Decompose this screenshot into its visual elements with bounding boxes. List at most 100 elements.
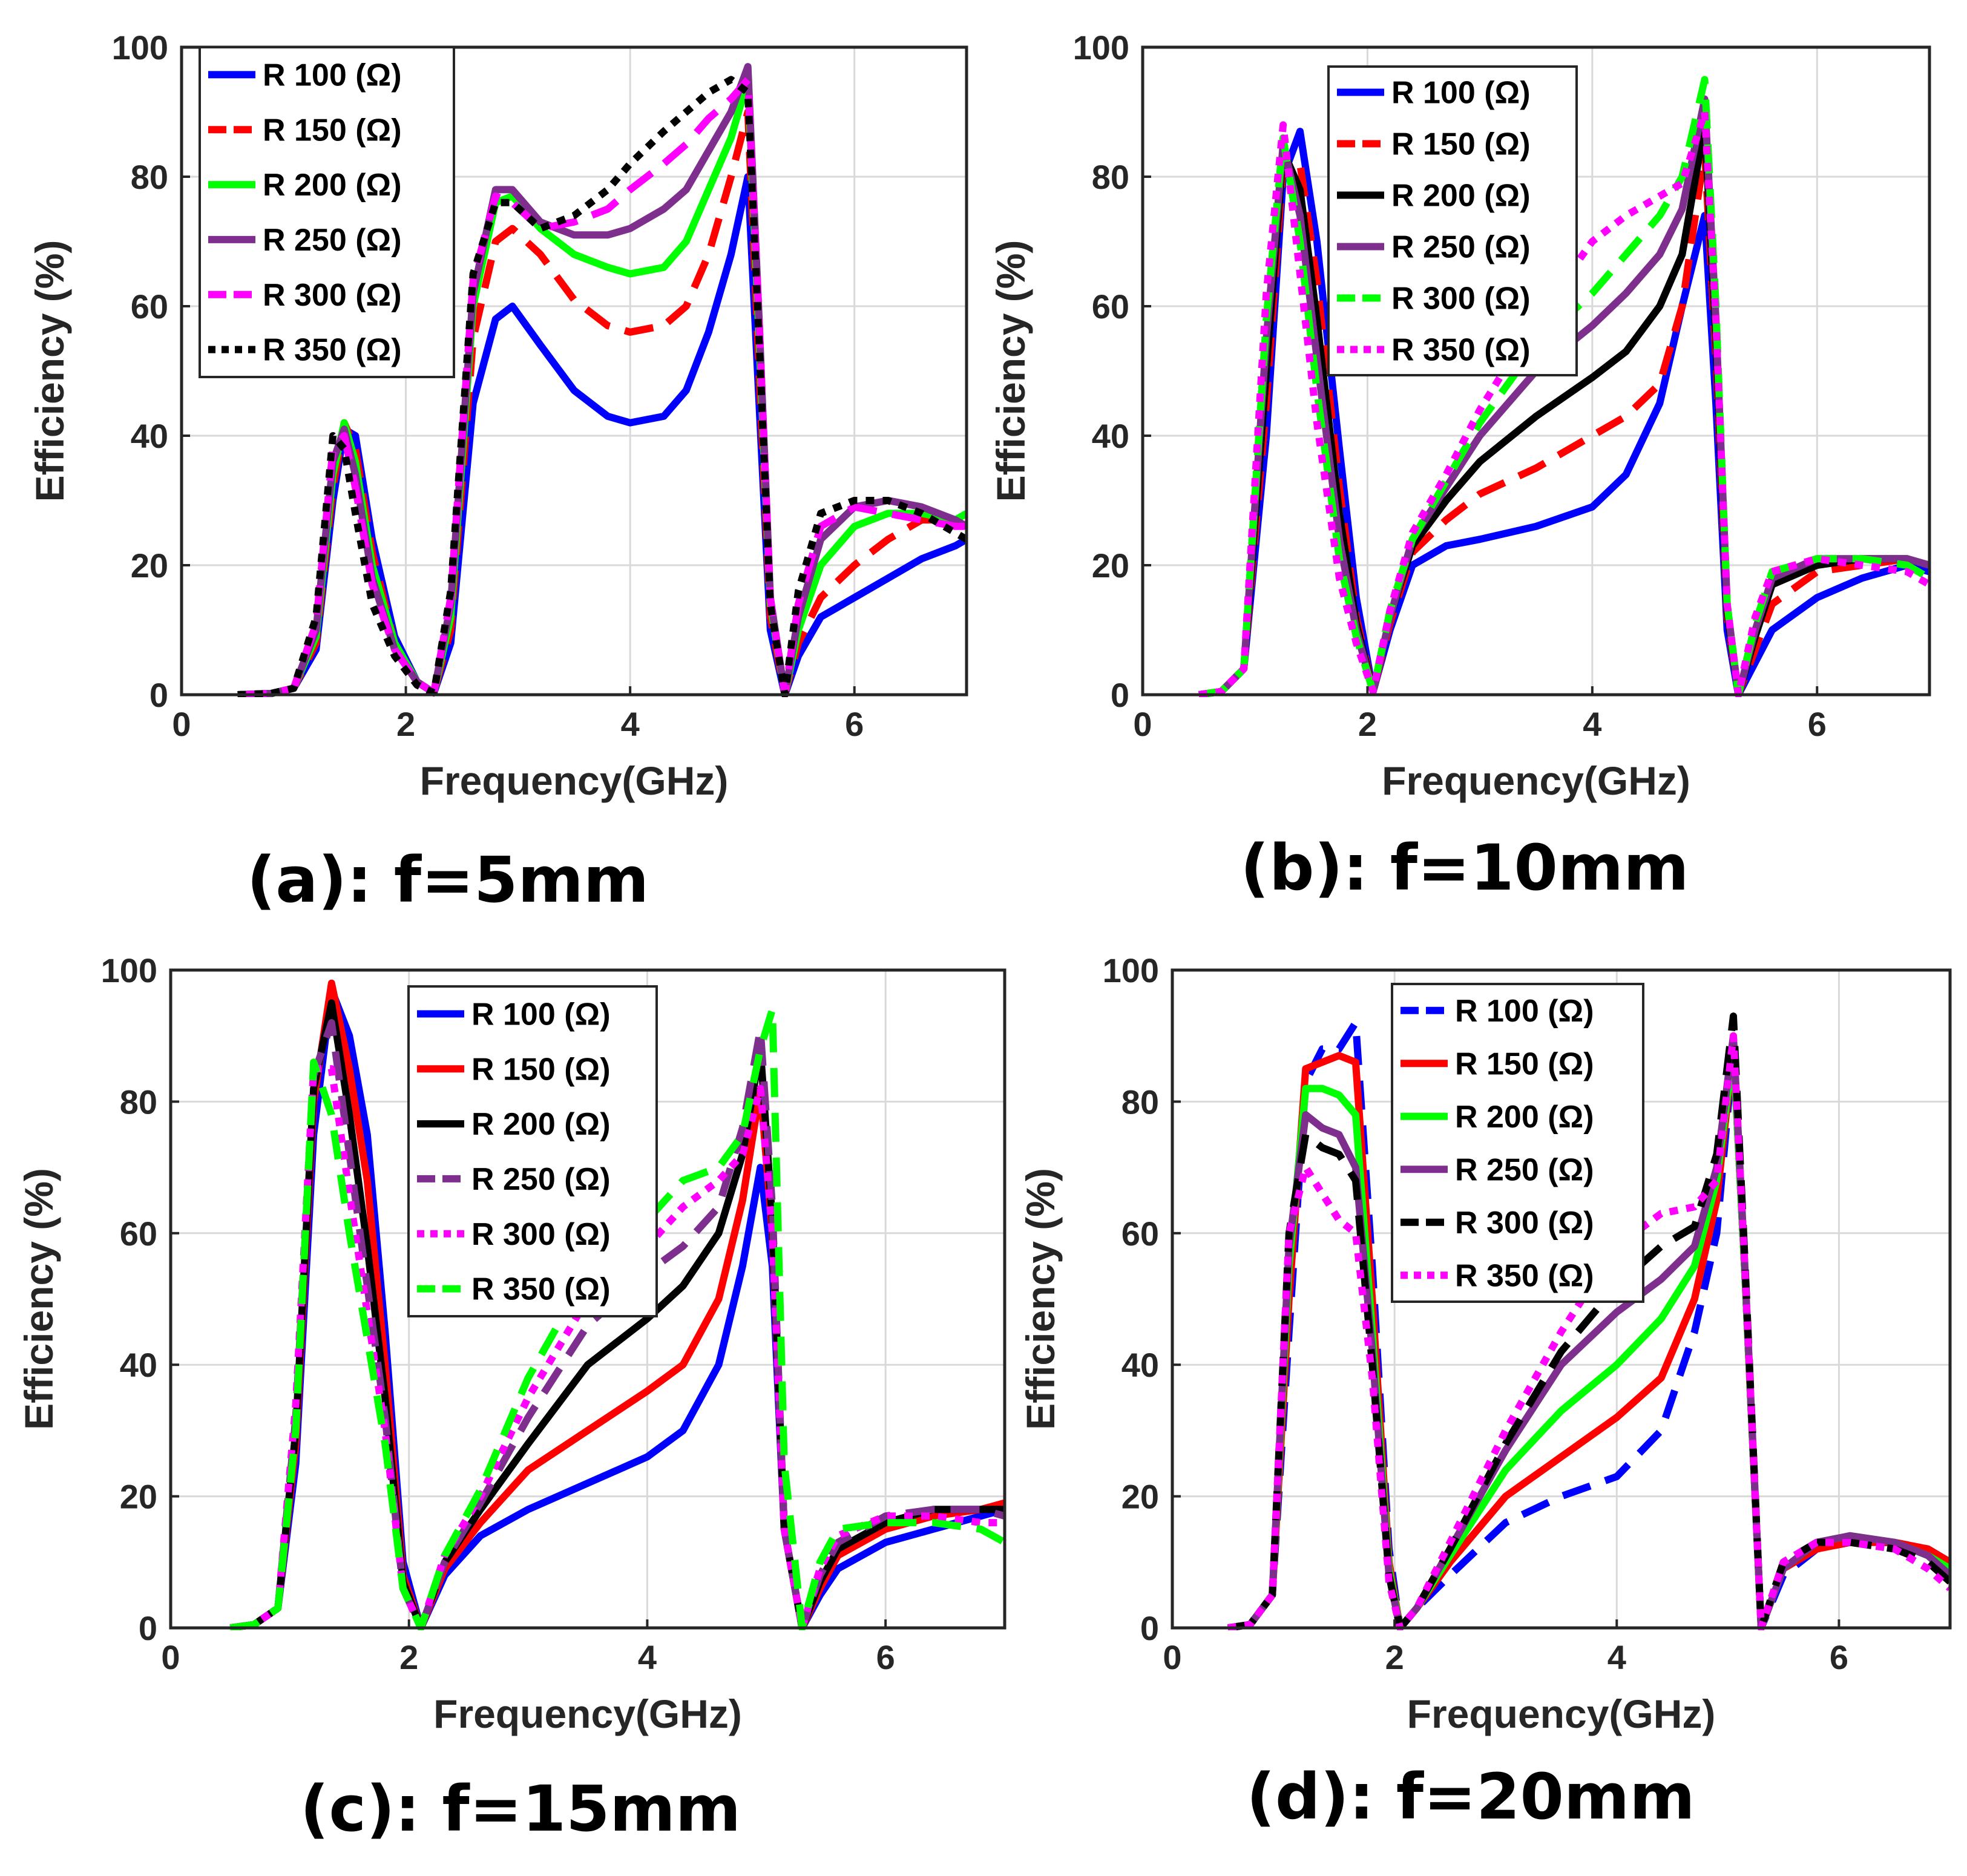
legend-label-5: R 300 (Ω) bbox=[471, 1217, 611, 1252]
chart-panel-3: 0 2 4 6020406080100Frequency(GHz)Efficiency… bbox=[16, 951, 1006, 1846]
legend-label-5: R 300 (Ω) bbox=[1455, 1205, 1594, 1241]
y-axis-label: Efficiency (%) bbox=[16, 1168, 61, 1430]
legend-label-2: R 150 (Ω) bbox=[471, 1052, 611, 1087]
x-tick-label: 0 bbox=[161, 1638, 180, 1676]
legend-label-5: R 300 (Ω) bbox=[1391, 281, 1531, 316]
x-tick-label: 6 bbox=[1808, 705, 1827, 743]
y-tick-label: 40 bbox=[120, 1346, 157, 1384]
x-tick-label: 4 bbox=[1607, 1638, 1626, 1676]
legend-label-6: R 350 (Ω) bbox=[263, 333, 402, 368]
x-tick-label: 4 bbox=[638, 1638, 657, 1676]
legend: R 100 (Ω) R 150 (Ω) R 200 (Ω) R 250 (Ω) R 30… bbox=[199, 46, 455, 378]
legend-label-1: R 100 (Ω) bbox=[263, 57, 402, 93]
legend-label-2: R 150 (Ω) bbox=[263, 113, 402, 148]
y-axis-label: Efficiency (%) bbox=[27, 240, 72, 502]
legend-box bbox=[199, 46, 455, 378]
series-line-2 bbox=[1198, 147, 1929, 697]
series-line-2 bbox=[237, 108, 967, 697]
legend-label-2: R 150 (Ω) bbox=[1391, 127, 1531, 162]
legend-label-1: R 100 (Ω) bbox=[471, 997, 611, 1032]
x-tick-label: 2 bbox=[1385, 1638, 1404, 1676]
legend-label-4: R 250 (Ω) bbox=[263, 223, 402, 258]
panel-caption: (d): f=20mm bbox=[1246, 1760, 1695, 1834]
legend-label-4: R 250 (Ω) bbox=[471, 1162, 611, 1197]
axes-frame bbox=[1141, 45, 1931, 697]
legend-label-3: R 200 (Ω) bbox=[1391, 179, 1531, 214]
legend-label-4: R 250 (Ω) bbox=[1455, 1152, 1594, 1187]
x-tick-label: 4 bbox=[1583, 705, 1601, 743]
y-tick-label: 40 bbox=[1121, 1346, 1159, 1384]
x-tick-label: 0 bbox=[172, 705, 191, 743]
y-tick-label: 80 bbox=[120, 1083, 157, 1121]
x-tick-label: 2 bbox=[399, 1638, 418, 1676]
legend-label-4: R 250 (Ω) bbox=[1391, 230, 1531, 265]
legend-label-1: R 100 (Ω) bbox=[1455, 994, 1594, 1029]
legend-box bbox=[1327, 65, 1578, 376]
legend-label-6: R 350 (Ω) bbox=[1391, 333, 1531, 368]
x-axis-label: Frequency(GHz) bbox=[1382, 758, 1690, 803]
x-tick-label: 6 bbox=[1830, 1638, 1848, 1676]
legend: R 100 (Ω) R 150 (Ω) R 200 (Ω) R 250 (Ω) R 30… bbox=[1327, 65, 1578, 376]
series-line-6 bbox=[1227, 1032, 1950, 1630]
chart-panel-4: 0 2 4 6020406080100Frequency(GHz)Efficiency… bbox=[1018, 951, 1952, 1834]
series-line-1 bbox=[1198, 128, 1929, 697]
series-line-6 bbox=[237, 76, 967, 697]
y-axis-label: Efficiency (%) bbox=[988, 240, 1033, 502]
chart-panel-2: 0 2 4 6020406080100Frequency(GHz)Efficiency… bbox=[988, 28, 1931, 905]
y-tick-label: 0 bbox=[149, 676, 168, 714]
y-tick-label: 100 bbox=[1103, 951, 1159, 989]
legend-label-1: R 100 (Ω) bbox=[1391, 76, 1531, 111]
y-tick-label: 40 bbox=[131, 417, 168, 455]
legend-label-6: R 350 (Ω) bbox=[1455, 1258, 1594, 1293]
x-tick-label: 0 bbox=[1163, 1638, 1181, 1676]
series-line-6 bbox=[1198, 108, 1929, 697]
y-tick-label: 100 bbox=[112, 28, 168, 67]
x-tick-label: 0 bbox=[1133, 705, 1152, 743]
legend-label-6: R 350 (Ω) bbox=[471, 1272, 611, 1307]
legend-label-3: R 200 (Ω) bbox=[1455, 1100, 1594, 1135]
y-tick-label: 20 bbox=[1121, 1478, 1159, 1516]
x-axis-label: Frequency(GHz) bbox=[1407, 1691, 1716, 1736]
x-tick-label: 2 bbox=[396, 705, 415, 743]
legend-box bbox=[407, 985, 658, 1317]
y-tick-label: 0 bbox=[1140, 1609, 1159, 1647]
legend: R 100 (Ω) R 150 (Ω) R 200 (Ω) R 250 (Ω) R 30… bbox=[407, 985, 658, 1317]
y-axis-label: Efficiency (%) bbox=[1018, 1168, 1063, 1430]
y-tick-label: 40 bbox=[1092, 417, 1129, 455]
y-tick-label: 20 bbox=[131, 546, 168, 585]
series-line-5 bbox=[1227, 1012, 1950, 1630]
y-tick-label: 60 bbox=[1092, 287, 1129, 326]
y-tick-label: 80 bbox=[131, 158, 168, 196]
y-tick-label: 60 bbox=[131, 287, 168, 326]
legend: R 100 (Ω) R 150 (Ω) R 200 (Ω) R 250 (Ω) R 30… bbox=[1391, 983, 1644, 1303]
axes-frame bbox=[1171, 968, 1952, 1630]
legend-box bbox=[1391, 983, 1644, 1303]
y-tick-label: 0 bbox=[139, 1609, 157, 1647]
y-tick-label: 20 bbox=[1092, 546, 1129, 585]
legend-label-5: R 300 (Ω) bbox=[263, 278, 402, 313]
y-tick-label: 100 bbox=[1073, 28, 1129, 67]
y-tick-label: 20 bbox=[120, 1478, 157, 1516]
y-tick-label: 60 bbox=[1121, 1215, 1159, 1253]
panel-caption: (b): f=10mm bbox=[1240, 831, 1689, 905]
panel-caption: (c): f=15mm bbox=[300, 1772, 741, 1846]
chart-panel-1: 0 2 4 6020406080100Frequency(GHz)Efficiency… bbox=[27, 28, 968, 917]
panel-caption: (a): f=5mm bbox=[247, 843, 649, 917]
y-tick-label: 100 bbox=[101, 951, 157, 989]
legend-label-2: R 150 (Ω) bbox=[1455, 1046, 1594, 1081]
x-tick-label: 6 bbox=[845, 705, 864, 743]
axes-frame bbox=[180, 45, 968, 697]
y-tick-label: 60 bbox=[120, 1215, 157, 1253]
x-tick-label: 2 bbox=[1358, 705, 1377, 743]
y-tick-label: 80 bbox=[1092, 158, 1129, 196]
legend-label-3: R 200 (Ω) bbox=[471, 1107, 611, 1142]
x-axis-label: Frequency(GHz) bbox=[420, 758, 729, 803]
x-axis-label: Frequency(GHz) bbox=[433, 1691, 742, 1736]
y-tick-label: 0 bbox=[1111, 676, 1129, 714]
axes-frame bbox=[169, 968, 1006, 1630]
y-tick-label: 80 bbox=[1121, 1083, 1159, 1121]
legend-label-3: R 200 (Ω) bbox=[263, 168, 402, 203]
x-tick-label: 4 bbox=[621, 705, 640, 743]
x-tick-label: 6 bbox=[876, 1638, 895, 1676]
